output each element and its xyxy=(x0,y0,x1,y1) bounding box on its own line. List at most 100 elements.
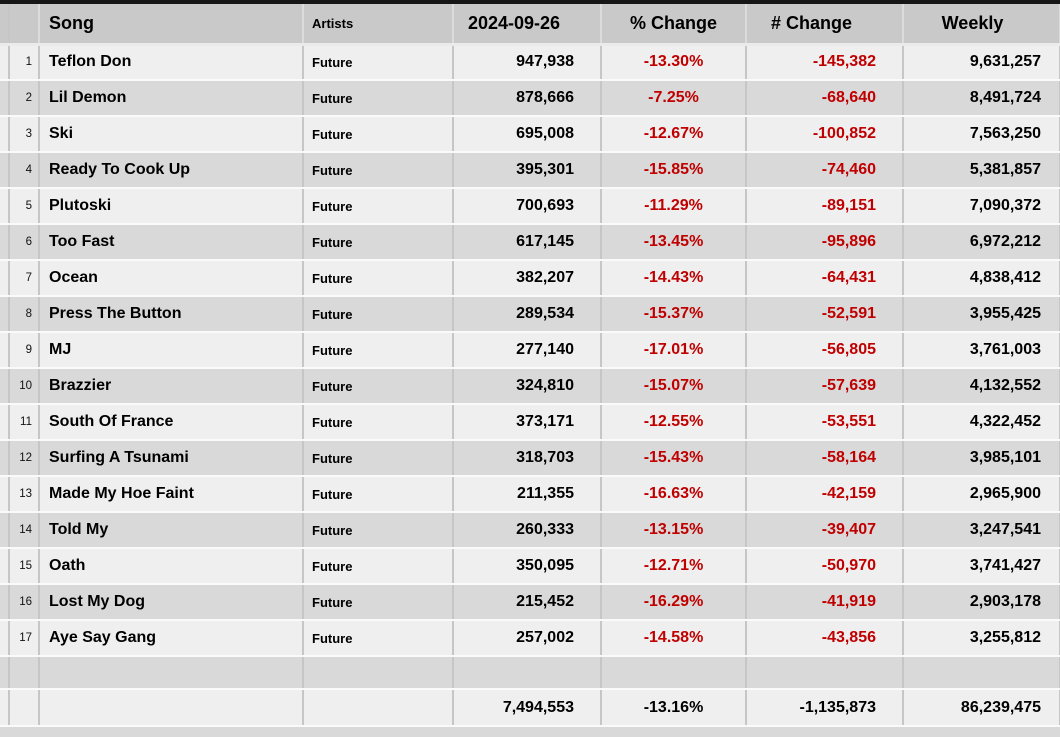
num-change-cell[interactable]: -100,852 xyxy=(746,116,904,153)
weekly-cell[interactable]: 7,563,250 xyxy=(903,116,1060,153)
num-change-cell[interactable]: -50,970 xyxy=(746,548,904,585)
num-change-cell[interactable]: -56,805 xyxy=(746,332,904,369)
totals-pct-change-cell[interactable]: -13.16% xyxy=(601,689,747,727)
streams-cell[interactable]: 947,938 xyxy=(453,44,602,81)
weekly-cell[interactable]: 3,741,427 xyxy=(903,548,1060,585)
row-number[interactable] xyxy=(9,656,40,690)
artist-cell[interactable]: Future xyxy=(303,44,454,81)
pct-change-cell[interactable]: -13.30% xyxy=(601,44,747,81)
streams-cell[interactable]: 878,666 xyxy=(453,80,602,117)
column-header-weekly[interactable]: Weekly xyxy=(903,4,1060,46)
pct-change-cell[interactable]: -15.85% xyxy=(601,152,747,189)
streams-cell[interactable]: 277,140 xyxy=(453,332,602,369)
pct-change-cell[interactable]: -16.29% xyxy=(601,584,747,621)
row-number[interactable]: 9 xyxy=(9,332,40,369)
totals-song-cell[interactable] xyxy=(39,689,304,727)
streams-cell[interactable]: 260,333 xyxy=(453,512,602,549)
row-number[interactable]: 5 xyxy=(9,188,40,225)
column-header-pct-change[interactable]: % Change xyxy=(601,4,747,46)
weekly-cell[interactable]: 3,255,812 xyxy=(903,620,1060,657)
song-cell[interactable]: Told My xyxy=(39,512,304,549)
streams-cell[interactable]: 350,095 xyxy=(453,548,602,585)
row-number[interactable]: 1 xyxy=(9,44,40,81)
weekly-cell[interactable]: 5,381,857 xyxy=(903,152,1060,189)
song-cell[interactable]: Oath xyxy=(39,548,304,585)
artist-cell[interactable]: Future xyxy=(303,260,454,297)
num-change-cell[interactable]: -53,551 xyxy=(746,404,904,441)
num-change-cell[interactable]: -95,896 xyxy=(746,224,904,261)
num-change-cell[interactable]: -57,639 xyxy=(746,368,904,405)
pct-change-cell[interactable]: -12.71% xyxy=(601,548,747,585)
artist-cell[interactable]: Future xyxy=(303,404,454,441)
streams-cell[interactable]: 289,534 xyxy=(453,296,602,333)
row-number[interactable]: 12 xyxy=(9,440,40,477)
column-header-num-change[interactable]: # Change xyxy=(746,4,904,46)
weekly-cell[interactable]: 4,838,412 xyxy=(903,260,1060,297)
pct-change-cell[interactable]: -17.01% xyxy=(601,332,747,369)
row-number[interactable]: 14 xyxy=(9,512,40,549)
num-change-cell[interactable]: -58,164 xyxy=(746,440,904,477)
row-number-header-cell[interactable] xyxy=(9,4,40,46)
row-number[interactable]: 17 xyxy=(9,620,40,657)
row-number[interactable] xyxy=(9,689,40,727)
pct-change-cell[interactable]: -15.07% xyxy=(601,368,747,405)
num-change-cell[interactable]: -89,151 xyxy=(746,188,904,225)
song-cell[interactable]: Teflon Don xyxy=(39,44,304,81)
row-number[interactable]: 3 xyxy=(9,116,40,153)
column-header-artists[interactable]: Artists xyxy=(303,4,454,46)
streams-cell[interactable] xyxy=(453,656,602,690)
streams-cell[interactable]: 395,301 xyxy=(453,152,602,189)
song-cell[interactable]: Ready To Cook Up xyxy=(39,152,304,189)
song-cell[interactable]: Press The Button xyxy=(39,296,304,333)
pct-change-cell[interactable]: -14.43% xyxy=(601,260,747,297)
weekly-cell[interactable]: 3,247,541 xyxy=(903,512,1060,549)
pct-change-cell[interactable]: -15.37% xyxy=(601,296,747,333)
weekly-cell[interactable]: 8,491,724 xyxy=(903,80,1060,117)
weekly-cell[interactable]: 4,322,452 xyxy=(903,404,1060,441)
song-cell[interactable]: Ski xyxy=(39,116,304,153)
song-cell[interactable]: Lost My Dog xyxy=(39,584,304,621)
row-number[interactable]: 8 xyxy=(9,296,40,333)
row-number[interactable]: 4 xyxy=(9,152,40,189)
artist-cell[interactable]: Future xyxy=(303,584,454,621)
pct-change-cell[interactable]: -14.58% xyxy=(601,620,747,657)
pct-change-cell[interactable]: -12.55% xyxy=(601,404,747,441)
artist-cell[interactable]: Future xyxy=(303,224,454,261)
num-change-cell[interactable]: -43,856 xyxy=(746,620,904,657)
song-cell[interactable]: Surfing A Tsunami xyxy=(39,440,304,477)
num-change-cell[interactable]: -41,919 xyxy=(746,584,904,621)
artist-cell[interactable]: Future xyxy=(303,512,454,549)
row-number[interactable]: 6 xyxy=(9,224,40,261)
weekly-cell[interactable]: 9,631,257 xyxy=(903,44,1060,81)
artist-cell[interactable]: Future xyxy=(303,116,454,153)
row-number[interactable]: 2 xyxy=(9,80,40,117)
streams-cell[interactable]: 318,703 xyxy=(453,440,602,477)
num-change-cell[interactable]: -42,159 xyxy=(746,476,904,513)
num-change-cell[interactable]: -145,382 xyxy=(746,44,904,81)
pct-change-cell[interactable]: -13.45% xyxy=(601,224,747,261)
streams-cell[interactable]: 324,810 xyxy=(453,368,602,405)
streams-cell[interactable]: 700,693 xyxy=(453,188,602,225)
streams-cell[interactable]: 695,008 xyxy=(453,116,602,153)
song-cell[interactable]: Made My Hoe Faint xyxy=(39,476,304,513)
song-cell[interactable]: Aye Say Gang xyxy=(39,620,304,657)
song-cell[interactable] xyxy=(39,656,304,690)
artist-cell[interactable]: Future xyxy=(303,548,454,585)
artist-cell[interactable]: Future xyxy=(303,620,454,657)
pct-change-cell[interactable] xyxy=(601,656,747,690)
artist-cell[interactable]: Future xyxy=(303,152,454,189)
song-cell[interactable]: South Of France xyxy=(39,404,304,441)
artist-cell[interactable]: Future xyxy=(303,368,454,405)
num-change-cell[interactable]: -64,431 xyxy=(746,260,904,297)
weekly-cell[interactable] xyxy=(903,656,1060,690)
song-cell[interactable]: Plutoski xyxy=(39,188,304,225)
totals-artist-cell[interactable] xyxy=(303,689,454,727)
pct-change-cell[interactable]: -12.67% xyxy=(601,116,747,153)
song-cell[interactable]: Too Fast xyxy=(39,224,304,261)
streams-cell[interactable]: 215,452 xyxy=(453,584,602,621)
num-change-cell[interactable] xyxy=(746,656,904,690)
streams-cell[interactable]: 382,207 xyxy=(453,260,602,297)
row-number[interactable]: 16 xyxy=(9,584,40,621)
pct-change-cell[interactable]: -7.25% xyxy=(601,80,747,117)
totals-num-change-cell[interactable]: -1,135,873 xyxy=(746,689,904,727)
